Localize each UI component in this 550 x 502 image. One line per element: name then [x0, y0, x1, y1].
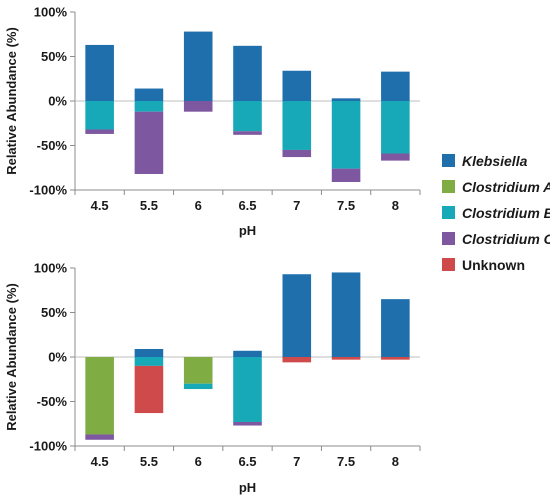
bar-klebsiella-7.5 [331, 98, 361, 101]
y-tick-label: -50% [37, 394, 68, 409]
y-tick-label: -100% [29, 183, 67, 198]
bar-unknown-7 [282, 357, 312, 363]
bar-clostridium-b-8 [381, 101, 410, 154]
legend-swatch-clostridium-a [442, 180, 455, 193]
x-tick-label: 5.5 [140, 454, 158, 469]
bar-clostridium-b-6.5 [233, 357, 262, 422]
x-tick-label: 6 [195, 198, 202, 213]
bar-klebsiella-7.5 [331, 272, 361, 357]
x-axis-title: pH [239, 223, 256, 238]
bar-unknown-5.5 [134, 365, 164, 414]
legend-swatch-clostridium-c [442, 232, 455, 245]
x-tick-label: 6.5 [238, 454, 256, 469]
x-axis-title: pH [239, 480, 256, 495]
x-tick-label: 7 [293, 454, 300, 469]
y-tick-label: 0% [48, 94, 67, 109]
top-chart: 100% 50% 0% -50% -100% 4.5 5.5 6 6.5 7 7.5 8 pH Relat… [4, 5, 421, 238]
y-tick-label: 50% [41, 49, 67, 64]
bar-clostridium-a-4.5 [85, 357, 114, 435]
y-tick-label: 0% [48, 350, 67, 365]
y-tick-label: 100% [34, 261, 68, 276]
x-tick-label: 7 [293, 198, 300, 213]
legend-label-clostridium-b: Clostridium B [462, 205, 550, 221]
bar-clostridium-b-4.5 [85, 101, 114, 130]
y-tick-label: 100% [34, 5, 68, 20]
bar-clostridium-c-6.5 [233, 131, 262, 135]
y-axis-title: Relative Abundance (%) [4, 283, 19, 431]
legend-label-klebsiella: Klebsiella [462, 153, 528, 169]
bar-clostridium-c-7 [282, 149, 312, 158]
bar-klebsiella-5.5 [134, 88, 164, 101]
y-tick-label: -100% [29, 439, 67, 454]
bar-klebsiella-7 [282, 274, 312, 357]
legend: Klebsiella Clostridium A Clostridium B C… [442, 153, 550, 273]
bar-klebsiella-7 [282, 70, 312, 101]
x-tick-label: 6.5 [238, 198, 256, 213]
bar-klebsiella-6 [183, 31, 213, 101]
bar-clostridium-b-6.5 [233, 101, 262, 132]
bar-clostridium-b-5.5 [134, 101, 164, 112]
bar-klebsiella-4.5 [85, 44, 114, 101]
x-tick-label: 7.5 [337, 198, 355, 213]
y-axis-title: Relative Abundance (%) [4, 27, 19, 175]
bar-klebsiella-8 [381, 71, 410, 101]
bar-clostridium-c-5.5 [134, 111, 164, 174]
legend-label-unknown: Unknown [462, 257, 525, 273]
x-tick-label: 5.5 [140, 198, 158, 213]
bar-klebsiella-6.5 [233, 350, 262, 357]
x-tick-label: 8 [392, 454, 399, 469]
bar-clostridium-c-8 [381, 153, 410, 161]
bar-clostridium-b-5.5 [134, 357, 164, 366]
bar-clostridium-b-6 [183, 383, 213, 390]
x-tick-label: 4.5 [91, 198, 109, 213]
bar-clostridium-c-6.5 [233, 421, 262, 426]
bar-klebsiella-5.5 [134, 348, 164, 357]
bar-clostridium-a-6 [183, 357, 213, 384]
bar-clostridium-c-4.5 [85, 129, 114, 134]
bar-clostridium-c-6 [183, 101, 213, 112]
bar-clostridium-b-7.5 [331, 101, 361, 169]
bar-clostridium-c-7.5 [331, 168, 361, 182]
legend-swatch-unknown [442, 258, 455, 271]
x-tick-label: 6 [195, 454, 202, 469]
bar-clostridium-b-7 [282, 101, 312, 150]
bar-unknown-8 [381, 357, 410, 360]
y-tick-label: -50% [37, 138, 68, 153]
legend-swatch-clostridium-b [442, 206, 455, 219]
bar-klebsiella-6.5 [233, 45, 262, 101]
legend-swatch-klebsiella [442, 154, 455, 167]
bar-klebsiella-8 [381, 299, 410, 357]
y-tick-label: 50% [41, 305, 67, 320]
bar-unknown-7.5 [331, 357, 361, 360]
bottom-chart: 100% 50% 0% -50% -100% 4.5 5.5 6 6.5 7 7.5 8 pH Relat… [4, 261, 421, 495]
legend-label-clostridium-c: Clostridium C [462, 231, 550, 247]
x-tick-label: 7.5 [337, 454, 355, 469]
x-tick-label: 8 [392, 198, 399, 213]
legend-label-clostridium-a: Clostridium A [462, 179, 550, 195]
x-tick-label: 4.5 [91, 454, 109, 469]
bar-clostridium-c-4.5 [85, 434, 114, 440]
